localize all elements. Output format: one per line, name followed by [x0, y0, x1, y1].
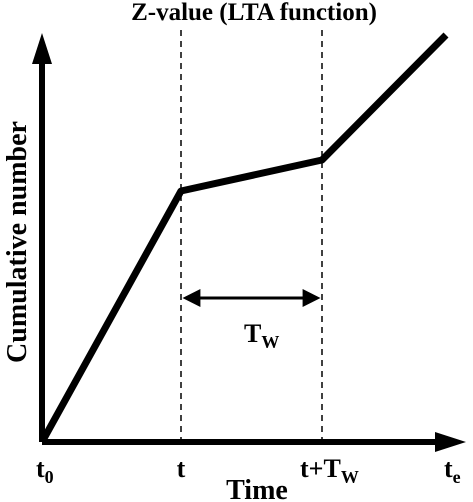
- tick-label-t-plus-tw: t+TW: [300, 454, 359, 487]
- tick-label-te: te: [444, 454, 461, 487]
- y-axis-arrowhead: [32, 33, 52, 64]
- x-axis-arrowhead: [435, 432, 466, 452]
- tick-label-t0: t0: [36, 454, 54, 487]
- diagram-title: Z-value (LTA function): [131, 0, 377, 26]
- cumulative-curve: [38, 32, 449, 444]
- x-axis-label: Time: [226, 475, 288, 502]
- y-axis-label: Cumulative number: [2, 121, 33, 363]
- tick-label-t: t: [177, 454, 186, 483]
- window-label: TW: [244, 319, 279, 352]
